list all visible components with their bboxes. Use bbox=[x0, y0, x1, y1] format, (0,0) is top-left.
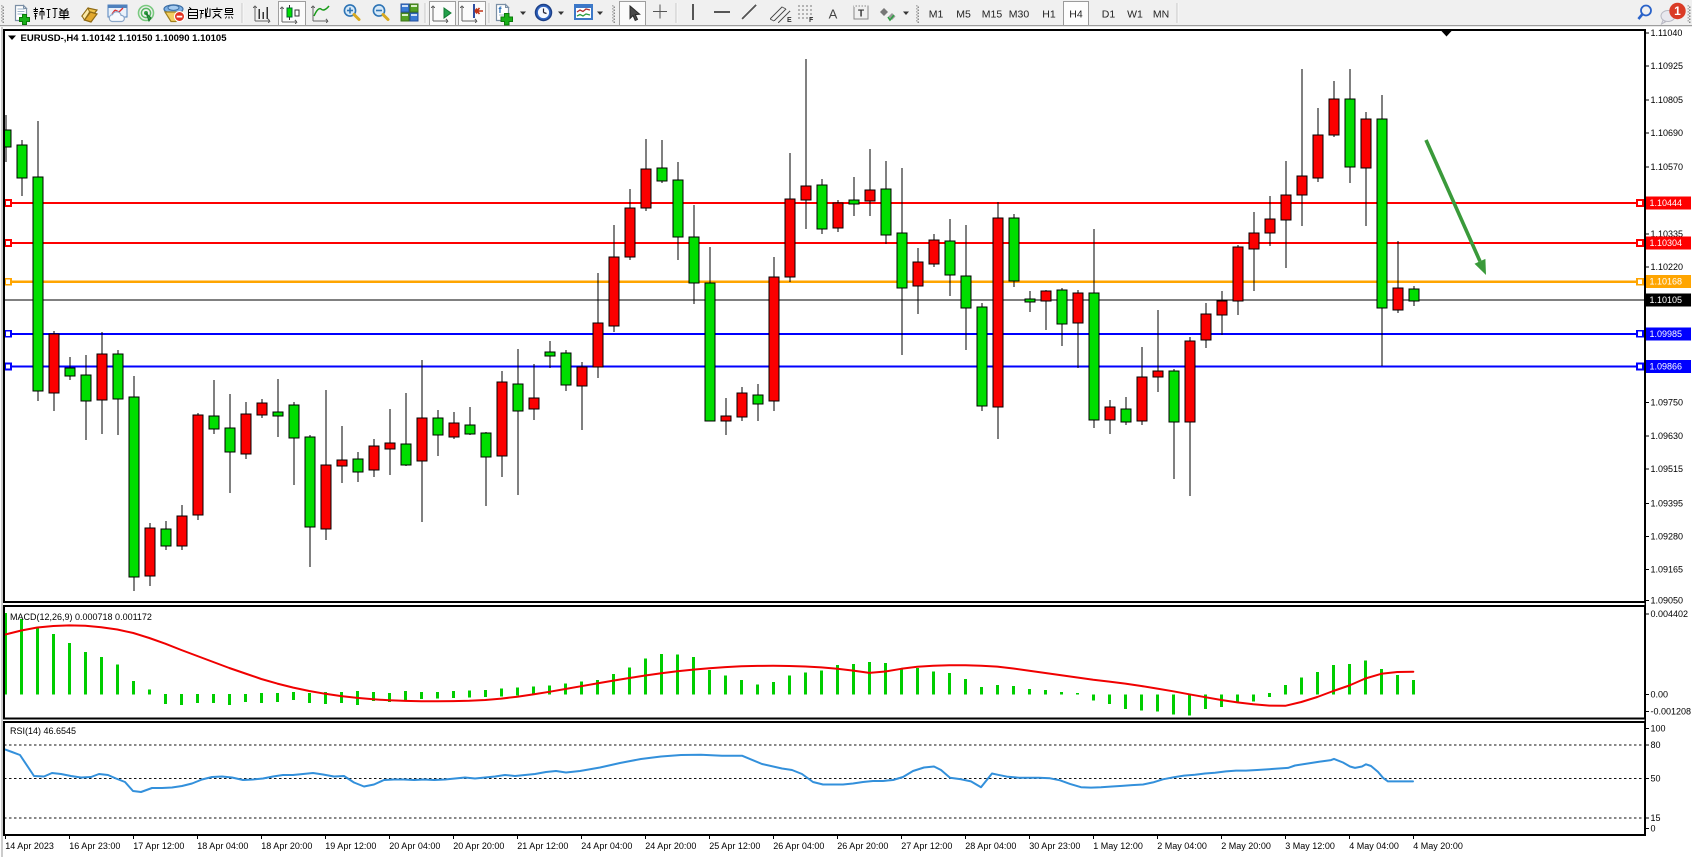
svg-text:W1: W1 bbox=[1127, 9, 1143, 21]
svg-text:26 Apr 20:00: 26 Apr 20:00 bbox=[837, 841, 888, 851]
svg-text:1.10105: 1.10105 bbox=[1650, 295, 1683, 305]
svg-text:28 Apr 04:00: 28 Apr 04:00 bbox=[965, 841, 1016, 851]
svg-text:D1: D1 bbox=[1102, 9, 1116, 21]
svg-text:1.09630: 1.09630 bbox=[1651, 431, 1684, 441]
svg-text:1.10220: 1.10220 bbox=[1651, 262, 1684, 272]
svg-text:80: 80 bbox=[1651, 740, 1661, 750]
svg-text:4 May 04:00: 4 May 04:00 bbox=[1349, 841, 1399, 851]
svg-text:H1: H1 bbox=[1042, 9, 1056, 21]
svg-text:20 Apr 20:00: 20 Apr 20:00 bbox=[453, 841, 504, 851]
svg-text:100: 100 bbox=[1651, 724, 1666, 734]
svg-text:A: A bbox=[829, 7, 838, 22]
svg-text:18 Apr 04:00: 18 Apr 04:00 bbox=[197, 841, 248, 851]
svg-text:f: f bbox=[499, 5, 503, 15]
svg-text:0: 0 bbox=[1651, 824, 1656, 834]
svg-text:1.10304: 1.10304 bbox=[1650, 238, 1683, 248]
svg-text:1: 1 bbox=[1674, 4, 1681, 18]
svg-text:F: F bbox=[809, 17, 814, 24]
svg-text:RSI(14) 46.6545: RSI(14) 46.6545 bbox=[10, 726, 76, 736]
svg-text:19 Apr 12:00: 19 Apr 12:00 bbox=[325, 841, 376, 851]
svg-text:50: 50 bbox=[1651, 773, 1661, 783]
svg-text:24 Apr 20:00: 24 Apr 20:00 bbox=[645, 841, 696, 851]
svg-text:1.09750: 1.09750 bbox=[1651, 398, 1684, 408]
svg-text:T: T bbox=[858, 9, 864, 20]
svg-text:1.10168: 1.10168 bbox=[1650, 277, 1683, 287]
svg-text:1.10570: 1.10570 bbox=[1651, 162, 1684, 172]
svg-text:17 Apr 12:00: 17 Apr 12:00 bbox=[133, 841, 184, 851]
svg-text:1.09395: 1.09395 bbox=[1651, 499, 1684, 509]
svg-text:1.09515: 1.09515 bbox=[1651, 464, 1684, 474]
svg-text:25 Apr 12:00: 25 Apr 12:00 bbox=[709, 841, 760, 851]
svg-text:30 Apr 23:00: 30 Apr 23:00 bbox=[1029, 841, 1080, 851]
svg-text:18 Apr 20:00: 18 Apr 20:00 bbox=[261, 841, 312, 851]
svg-text:1.09050: 1.09050 bbox=[1651, 595, 1684, 605]
svg-text:EURUSD-,H4 1.10142 1.10150 1.: EURUSD-,H4 1.10142 1.10150 1.10090 1.101… bbox=[21, 33, 228, 44]
svg-text:21 Apr 12:00: 21 Apr 12:00 bbox=[517, 841, 568, 851]
svg-text:1.10690: 1.10690 bbox=[1651, 128, 1684, 138]
svg-text:27 Apr 12:00: 27 Apr 12:00 bbox=[901, 841, 952, 851]
svg-text:1.10444: 1.10444 bbox=[1650, 198, 1683, 208]
svg-text:M30: M30 bbox=[1009, 9, 1030, 21]
svg-text:26 Apr 04:00: 26 Apr 04:00 bbox=[773, 841, 824, 851]
svg-text:0.00: 0.00 bbox=[1651, 690, 1669, 700]
svg-text:1.10335: 1.10335 bbox=[1651, 229, 1684, 239]
svg-text:1.09866: 1.09866 bbox=[1650, 362, 1683, 372]
svg-text:1.09165: 1.09165 bbox=[1651, 565, 1684, 575]
svg-text:M15: M15 bbox=[982, 9, 1003, 21]
svg-text:3 May 12:00: 3 May 12:00 bbox=[1285, 841, 1335, 851]
svg-text:E: E bbox=[787, 17, 792, 24]
svg-text:0.004402: 0.004402 bbox=[1651, 609, 1689, 619]
svg-text:2 May 04:00: 2 May 04:00 bbox=[1157, 841, 1207, 851]
svg-text:MN: MN bbox=[1153, 9, 1169, 21]
svg-text:1.09280: 1.09280 bbox=[1651, 532, 1684, 542]
svg-text:14 Apr 2023: 14 Apr 2023 bbox=[5, 841, 54, 851]
svg-text:2 May 20:00: 2 May 20:00 bbox=[1221, 841, 1271, 851]
svg-text:1.11040: 1.11040 bbox=[1651, 28, 1683, 38]
svg-text:1.10925: 1.10925 bbox=[1651, 61, 1684, 71]
svg-text:20 Apr 04:00: 20 Apr 04:00 bbox=[389, 841, 440, 851]
svg-text:24 Apr 04:00: 24 Apr 04:00 bbox=[581, 841, 632, 851]
svg-text:MACD(12,26,9) 0.000718 0.00117: MACD(12,26,9) 0.000718 0.001172 bbox=[10, 612, 152, 622]
svg-text:1.10805: 1.10805 bbox=[1651, 95, 1684, 105]
svg-text:M1: M1 bbox=[929, 9, 944, 21]
svg-text:1.09985: 1.09985 bbox=[1650, 329, 1683, 339]
svg-text:M5: M5 bbox=[956, 9, 971, 21]
svg-text:1 May 12:00: 1 May 12:00 bbox=[1093, 841, 1143, 851]
svg-text:4 May 20:00: 4 May 20:00 bbox=[1413, 841, 1463, 851]
svg-text:H4: H4 bbox=[1069, 9, 1083, 21]
svg-text:-0.001208: -0.001208 bbox=[1651, 707, 1692, 717]
svg-text:16 Apr 23:00: 16 Apr 23:00 bbox=[69, 841, 120, 851]
svg-text:15: 15 bbox=[1651, 813, 1661, 823]
